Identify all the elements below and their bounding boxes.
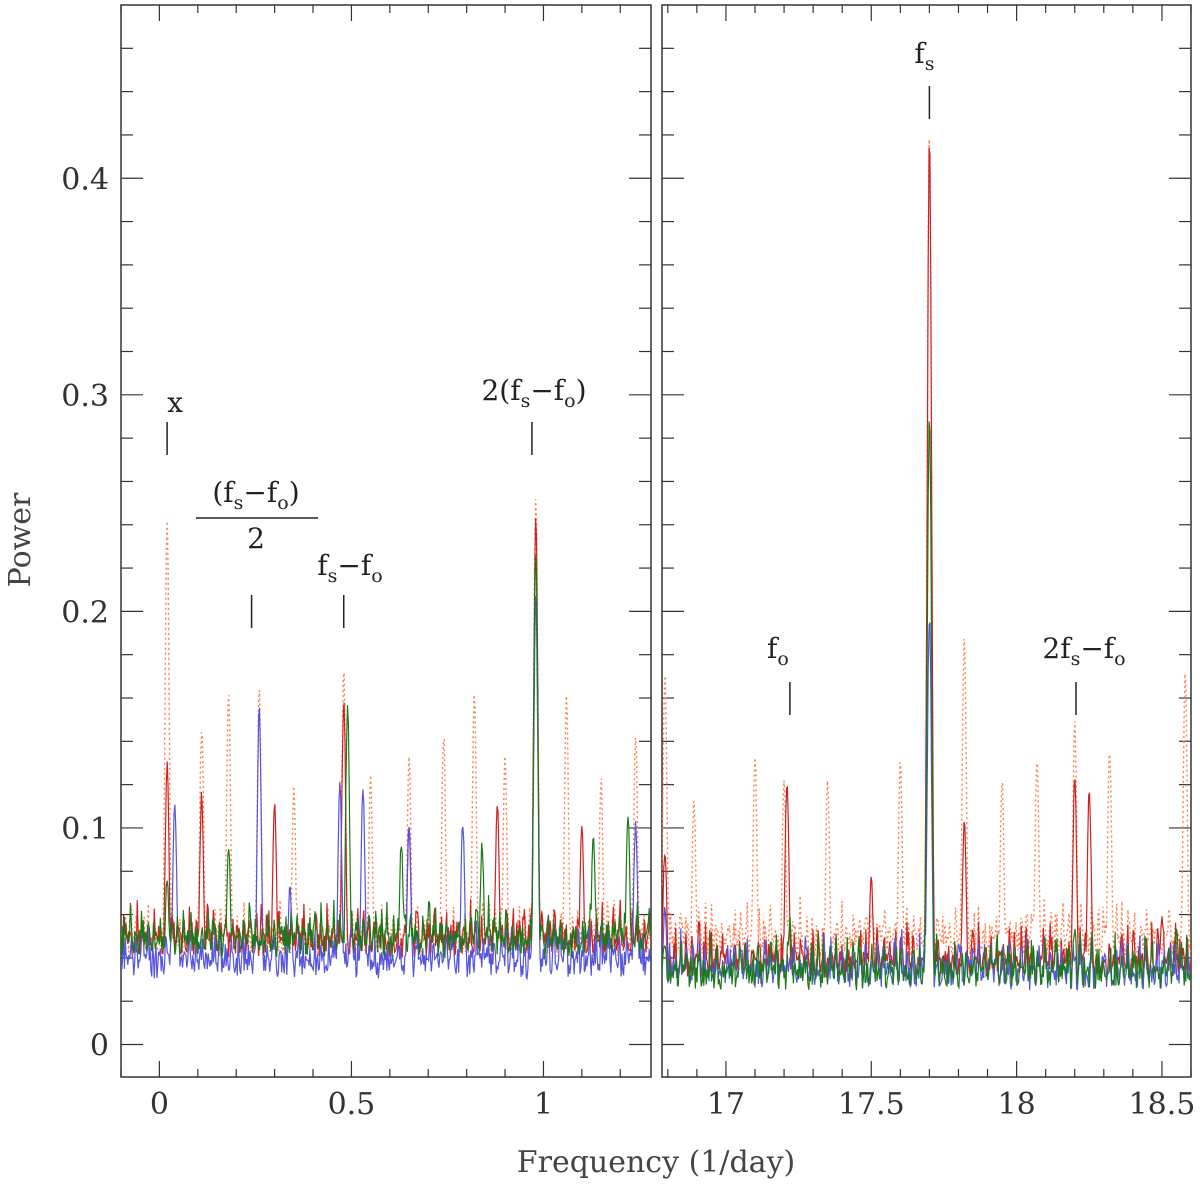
annotation-denominator: 2: [247, 522, 265, 555]
plot-frame: [120, 4, 652, 1078]
annotation-text-part: s: [1071, 648, 1081, 670]
annotation-text-part: f: [914, 37, 927, 70]
annotation-text-part: f: [767, 632, 780, 665]
annotation-text-part: ): [289, 476, 300, 509]
right-panel: 17 17.5 18 18.5: [661, 4, 1196, 1122]
annotation-text-part: o: [564, 390, 575, 412]
annotation-text-part: 2(f: [481, 374, 523, 407]
annotation-text-part: −f: [1080, 632, 1116, 665]
y-tick-label: 0.4: [61, 162, 109, 197]
annotation-diff: fs−fo: [317, 549, 382, 587]
y-tick-label: 0: [90, 1029, 109, 1064]
series-line: [662, 421, 1191, 991]
annotation-double-diff: 2(fs−fo): [481, 374, 586, 412]
series-line: [121, 595, 651, 981]
x-tick-label: 17: [707, 1087, 745, 1122]
annotation-text-part: (f: [212, 476, 236, 509]
series-line: [121, 518, 651, 958]
annotation-text-part: o: [1114, 648, 1125, 670]
annotation-text-part: s: [234, 492, 244, 514]
annotation-text-part: −f: [530, 374, 566, 407]
x-tick-label: 17.5: [838, 1087, 905, 1122]
annotation-half-diff: (fs−fo): [212, 476, 299, 514]
annotation-text-part: o: [777, 648, 788, 670]
annotation-text-part: f: [317, 549, 330, 582]
series-line: [121, 555, 651, 959]
annotation-text-part: −f: [337, 549, 373, 582]
annotation-2fs-fo: 2fs−fo: [1042, 632, 1125, 670]
annotation-text-part: ): [576, 374, 587, 407]
annotation-fo: fo: [767, 632, 789, 670]
x-tick-label: 1: [534, 1087, 553, 1122]
x-tick-label: 0.5: [328, 1087, 376, 1122]
x-tick-label: 18: [998, 1087, 1036, 1122]
annotation-fs: fs: [914, 37, 934, 75]
annotation-x: x: [167, 386, 183, 419]
y-tick-label: 0.2: [61, 595, 109, 630]
y-axis-label: Power: [3, 492, 38, 587]
annotation-text-part: s: [925, 53, 935, 75]
plot-frame: [661, 4, 1192, 1078]
annotation-text-part: s: [328, 565, 338, 587]
annotation-text-part: 2f: [1042, 632, 1073, 665]
x-tick-label: 0: [150, 1087, 169, 1122]
annotation-text-part: −f: [243, 476, 279, 509]
y-tick-label: 0.3: [61, 379, 109, 414]
series-line: [121, 499, 651, 957]
annotation-text-part: o: [371, 565, 382, 587]
annotation-text-part: s: [521, 390, 531, 412]
x-axis-label: Frequency (1/day): [517, 1145, 795, 1180]
annotation-text-part: o: [277, 492, 288, 514]
x-tick-label: 18.5: [1129, 1087, 1196, 1122]
y-tick-label: 0.1: [61, 812, 109, 847]
left-panel: 0 0.5 1 0 0.1 0.2 0.3 0.4: [61, 4, 652, 1122]
